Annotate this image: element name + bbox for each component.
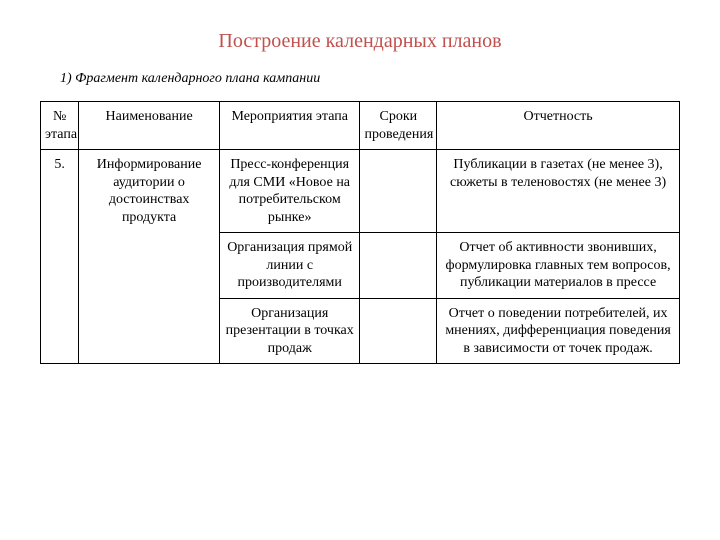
header-stage-number: № этапа	[41, 102, 79, 150]
cell-activity: Пресс-конференция для СМИ «Новое на потр…	[219, 150, 360, 233]
cell-report: Отчет о поведении потребителей, их мнени…	[437, 298, 680, 364]
cell-dates	[360, 298, 437, 364]
header-report: Отчетность	[437, 102, 680, 150]
cell-stage-name: Информирование аудитории о достоинствах …	[79, 150, 220, 364]
cell-dates	[360, 150, 437, 233]
cell-dates	[360, 233, 437, 299]
cell-activity: Организация презентации в точках продаж	[219, 298, 360, 364]
header-dates: Сроки проведения	[360, 102, 437, 150]
subtitle: 1) Фрагмент календарного плана кампании	[60, 71, 680, 87]
table-header-row: № этапа Наименование Мероприятия этапа С…	[41, 102, 680, 150]
header-name: Наименование	[79, 102, 220, 150]
cell-stage-number: 5.	[41, 150, 79, 364]
cell-report: Отчет об активности звонивших, формулиро…	[437, 233, 680, 299]
cell-activity: Организация прямой линии с производителя…	[219, 233, 360, 299]
header-activities: Мероприятия этапа	[219, 102, 360, 150]
calendar-plan-table: № этапа Наименование Мероприятия этапа С…	[40, 101, 680, 364]
table-row: 5. Информирование аудитории о достоинств…	[41, 150, 680, 233]
cell-report: Публикации в газетах (не менее 3), сюжет…	[437, 150, 680, 233]
page-title: Построение календарных планов	[40, 30, 680, 53]
